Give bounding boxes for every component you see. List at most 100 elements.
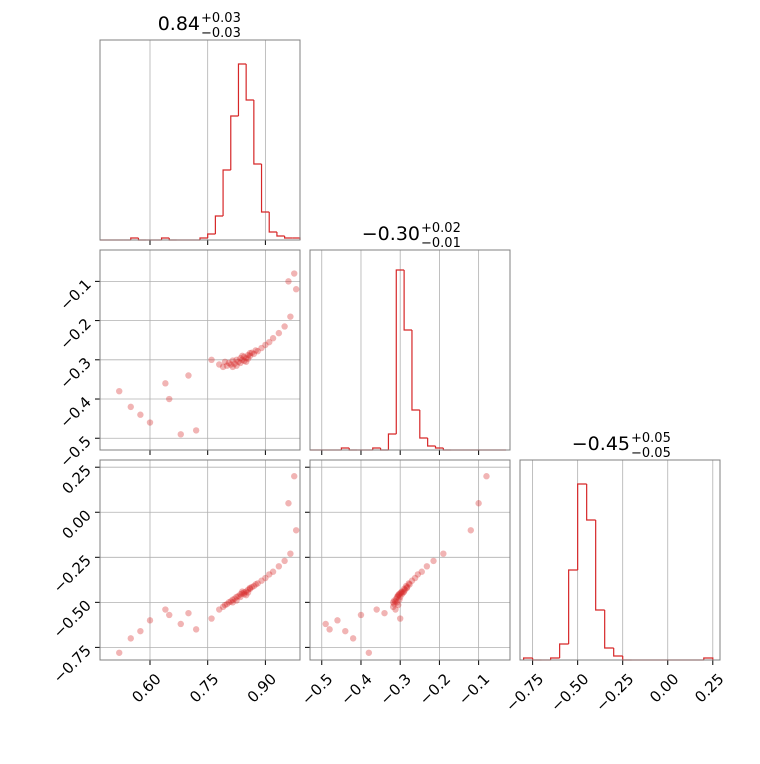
x-tick-label: 0.00 [646,670,682,706]
histogram-bin [214,215,224,234]
sample-point [258,344,265,352]
sample-point [402,582,410,590]
sample-point [342,627,349,635]
histogram-bin [523,657,533,660]
y-tick-label: −0.4 [56,393,94,431]
sample-point [235,592,242,600]
title-upper: +0.02 [421,221,461,236]
panel-frame [99,249,301,451]
sample-point [391,600,398,608]
sample-point [395,601,402,609]
sample-point [237,593,244,601]
sample-point [291,473,298,480]
sample-point [239,590,246,597]
x-tick-label: −0.1 [455,670,493,708]
sample-point [239,352,246,360]
sample-point [252,581,259,588]
sample-point [393,595,400,602]
sample-point [177,431,184,438]
y-tick-label: −0.2 [56,315,94,353]
sample-point [216,606,223,613]
sample-point [208,615,215,622]
histogram-bin [613,648,623,657]
sample-point [389,599,397,606]
x-tick-label: 0.90 [244,670,280,706]
sample-point [239,356,246,364]
sample-point [406,581,413,588]
x-tick-label: −0.3 [376,670,414,708]
sample-point [349,635,357,642]
sample-point [250,350,258,358]
title-lower: −0.05 [631,446,671,461]
sample-point [418,568,425,575]
sample-point [396,596,403,603]
sample-point [246,585,254,593]
sample-point [254,580,261,587]
sample-point [229,363,236,371]
sample-point [287,550,294,557]
sample-point [137,627,144,635]
sample-point [250,582,258,590]
x-tick-label: −0.25 [592,670,637,715]
histogram-bin [237,63,247,116]
histogram-bin [559,643,569,658]
sample-point [246,349,254,357]
sample-point [242,588,250,595]
sample-point [237,359,244,367]
sample-point [229,599,236,606]
sample-point [185,609,192,617]
x-tick-label: −0.5 [298,670,336,708]
panel-frame [99,39,301,241]
x-tick-label: 0.25 [691,670,727,706]
sample-point [208,356,215,364]
sample-point [166,611,173,619]
sample-point [233,597,240,604]
sample-point [216,361,223,368]
panel-background [100,460,300,660]
sample-point [266,338,273,346]
sample-point [223,600,231,608]
sample-point [241,353,248,360]
sample-point [400,588,408,595]
scatter-points [116,270,300,438]
sample-point [292,286,300,293]
sample-point [292,527,300,534]
sample-point [233,356,240,364]
sample-point [483,473,490,480]
histogram-bin [253,100,262,165]
sample-point [192,427,200,434]
sample-point [287,313,294,320]
histogram-bin [595,520,605,611]
sample-point [241,357,248,365]
histogram-bin [550,657,560,660]
sample-point [231,595,238,602]
sample-point [235,358,242,365]
sample-point [162,380,169,387]
sample-point [246,584,254,592]
histogram-bin [207,233,216,238]
sample-point [389,603,397,611]
sample-point [252,347,259,354]
sample-point [395,591,402,599]
sample-point [241,591,248,598]
y-tick-label: −0.1 [56,275,94,313]
sample-point [242,591,250,599]
sample-point [244,589,252,596]
sample-point [393,599,401,606]
sample-point [241,589,248,596]
y-tick-label: −0.25 [50,551,95,596]
sample-point [146,419,154,426]
sample-point [285,500,292,507]
sample-point [242,355,250,362]
sample-point [225,359,233,367]
sample-point [430,557,437,565]
panel-background [310,460,510,660]
sample-point [404,583,411,591]
sample-point [127,635,134,642]
histogram-bin [568,569,578,644]
sample-point [381,609,388,617]
x-tick-label: −0.4 [337,670,375,708]
sample-point [408,577,416,584]
panel-background [310,250,510,450]
